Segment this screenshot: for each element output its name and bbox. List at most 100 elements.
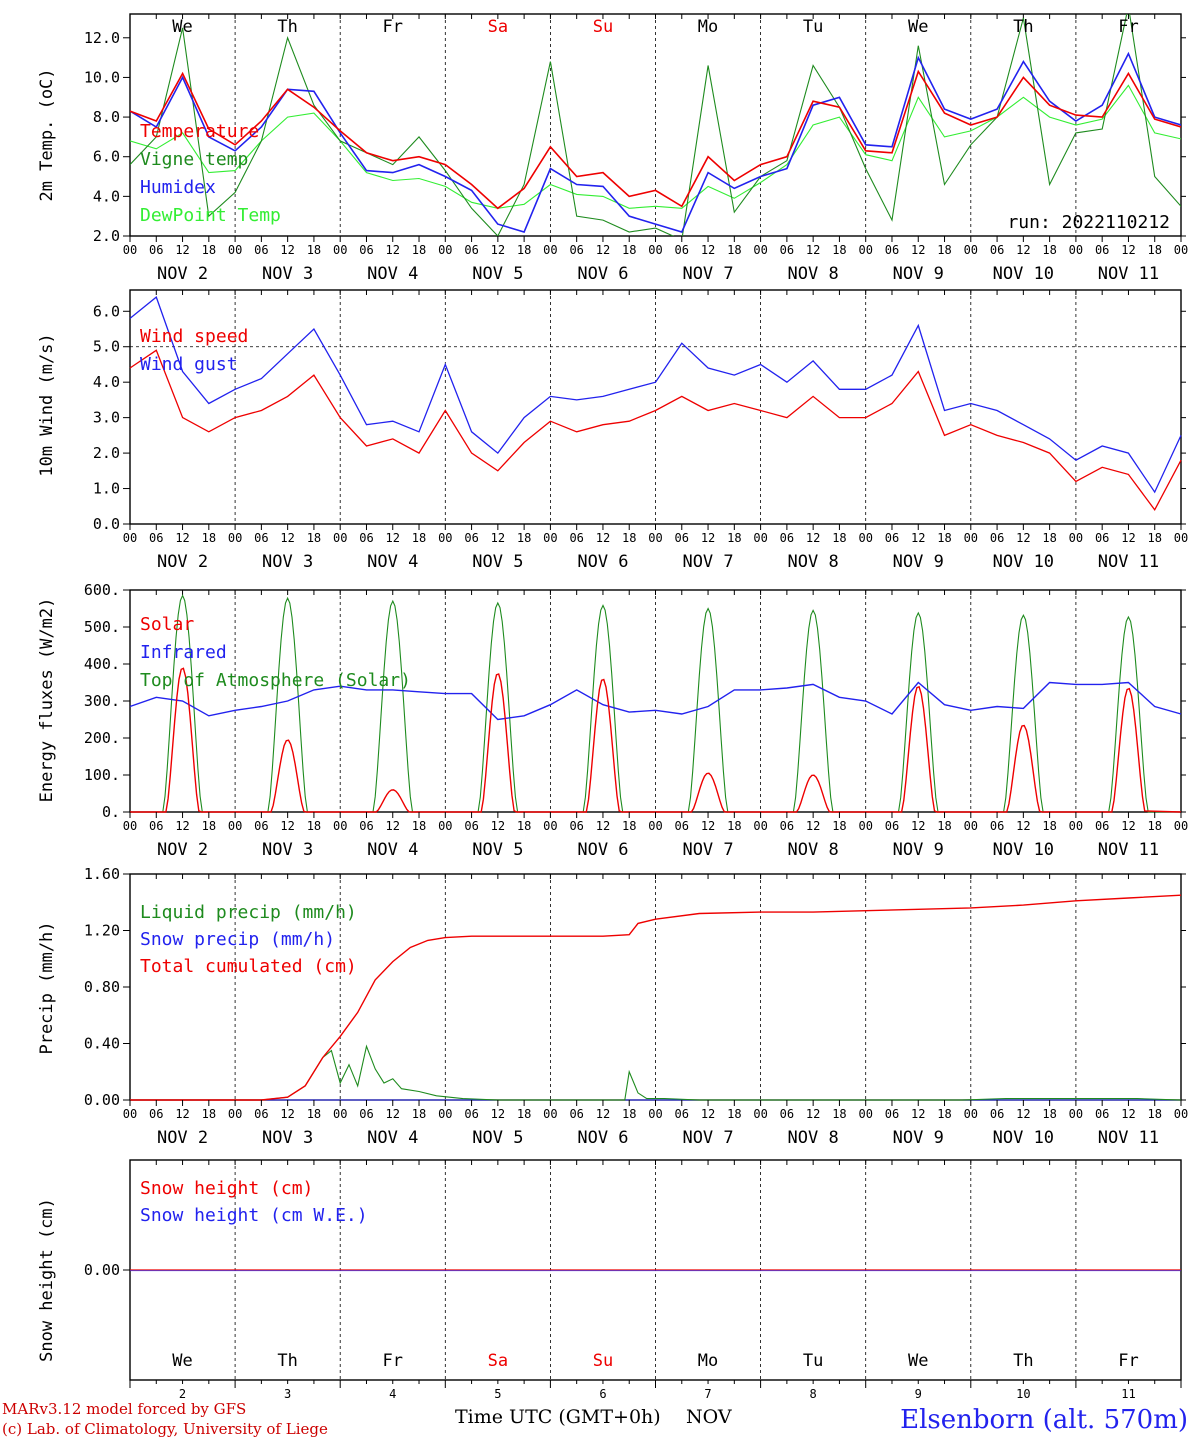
x-hour-label: 12 [175, 531, 189, 545]
y-tick-label: 0.0 [93, 515, 120, 533]
x-date-label: NOV 3 [262, 840, 313, 860]
x-hour-label: 18 [1147, 243, 1161, 257]
x-hour-label: 12 [1016, 243, 1030, 257]
x-hour-label: 00 [648, 531, 662, 545]
x-hour-label: 00 [858, 531, 872, 545]
x-hour-label: 18 [412, 531, 426, 545]
x-date-label: NOV 2 [157, 552, 208, 572]
x-hour-label: 06 [254, 1107, 268, 1121]
x-hour-label: 00 [1174, 819, 1188, 833]
x-hour-label: 00 [228, 243, 242, 257]
x-hour-label: 18 [1147, 531, 1161, 545]
y-axis-3: 0. 100. 200. 300. 400. 500. 600. Energy fluxes … [37, 581, 1186, 821]
x-hour-label: 00 [228, 1107, 242, 1121]
x-hour-label: 12 [596, 243, 610, 257]
x-hour-label: 12 [1016, 1107, 1030, 1121]
x-date-label: NOV 10 [993, 840, 1054, 860]
legend-entry: Infrared [140, 642, 227, 663]
x-date-label: NOV 6 [577, 552, 628, 572]
x-date-label: NOV 4 [367, 1128, 418, 1148]
series-line-solar [130, 667, 1182, 813]
x-hour-label: 06 [990, 1107, 1004, 1121]
x-hour-label: 00 [858, 1107, 872, 1121]
x-hour-label: 18 [517, 531, 531, 545]
series-line-infrared [129, 681, 1182, 721]
day-number-label: 9 [915, 1387, 922, 1401]
x-hour-label: 06 [675, 819, 689, 833]
x-date-label: NOV 7 [682, 552, 733, 572]
x-date-label: NOV 10 [993, 264, 1054, 284]
x-hour-label: 00 [1069, 1107, 1083, 1121]
series-line-temperature [130, 69, 1181, 210]
x-hour-label: 00 [648, 819, 662, 833]
x-hour-label: 12 [596, 531, 610, 545]
y-tick-label: 300. [84, 692, 120, 710]
y-tick-label: 0. [102, 803, 120, 821]
x-hour-label: 06 [149, 243, 163, 257]
x-hour-label: 00 [333, 243, 347, 257]
x-hour-label: 00 [438, 243, 452, 257]
day-number-label: 11 [1121, 1387, 1135, 1401]
day-name-label: We [908, 17, 928, 37]
x-date-label: NOV 8 [788, 1128, 839, 1148]
x-hour-label: 00 [964, 1107, 978, 1121]
x-hour-label: 00 [543, 819, 557, 833]
day-name-label: Sa [488, 1351, 508, 1371]
x-date-label: NOV 2 [157, 1128, 208, 1148]
x-hour-label: 12 [1121, 243, 1135, 257]
x-hour-label: 06 [885, 243, 899, 257]
day-name-label: Mo [698, 1351, 718, 1371]
x-hour-label: 06 [359, 1107, 373, 1121]
x-hour-label: 00 [753, 819, 767, 833]
x-hour-label: 00 [333, 531, 347, 545]
panel-frame-2 [129, 289, 1182, 525]
x-axis-dates-3: NOV 2 NOV 3 NOV 4 NOV 5 NOV 6 NOV 7 NOV 8 NOV 9… [157, 840, 1159, 860]
x-hour-label: 18 [937, 531, 951, 545]
x-axis-hours-3: 00 06 12 18 00 06 12 18 00 06 12 18 00 06 12 18 00 06 12 18… [123, 812, 1188, 833]
x-hour-label: 06 [1095, 1107, 1109, 1121]
x-hour-label: 18 [412, 1107, 426, 1121]
x-hour-label: 00 [858, 243, 872, 257]
x-hour-label: 06 [254, 819, 268, 833]
x-hour-label: 12 [701, 819, 715, 833]
series-line-liquid-precip-mm-h- [130, 1044, 1182, 1101]
x-hour-label: 06 [359, 243, 373, 257]
snow-series [130, 1269, 1181, 1272]
x-hour-label: 00 [964, 243, 978, 257]
x-hour-label: 12 [806, 531, 820, 545]
y-tick-label: 5.0 [93, 338, 120, 356]
x-date-label: NOV 5 [472, 840, 523, 860]
x-hour-label: 00 [1174, 1107, 1188, 1121]
legend-entry: Snow height (cm W.E.) [140, 1205, 368, 1226]
x-hour-label: 00 [753, 1107, 767, 1121]
legend-entry: Wind speed [140, 326, 248, 347]
x-hour-label: 06 [464, 531, 478, 545]
x-hour-label: 12 [701, 531, 715, 545]
precip-series [130, 894, 1182, 1101]
x-hour-label: 18 [517, 1107, 531, 1121]
x-hour-label: 12 [280, 531, 294, 545]
x-date-label: NOV 10 [993, 552, 1054, 572]
x-hour-label: 06 [569, 243, 583, 257]
x-hour-label: 00 [333, 1107, 347, 1121]
legend-entry: Wind gust [140, 354, 238, 375]
y-tick-label: 8.0 [93, 108, 120, 126]
x-hour-label: 18 [202, 243, 216, 257]
series-line-wind-gust [129, 296, 1182, 494]
x-hour-label: 12 [911, 1107, 925, 1121]
x-date-label: NOV 9 [893, 264, 944, 284]
bottom-day-numbers: 2 3 4 5 6 7 8 9 10 11 [129, 1380, 1182, 1401]
y-tick-label: 600. [84, 581, 120, 599]
x-hour-label: 18 [622, 819, 636, 833]
x-date-label: NOV 11 [1098, 1128, 1159, 1148]
x-hour-label: 06 [569, 819, 583, 833]
x-hour-label: 00 [123, 819, 137, 833]
x-hour-label: 06 [780, 243, 794, 257]
day-number-label: 5 [494, 1387, 501, 1401]
y-tick-label: 0.40 [84, 1035, 120, 1053]
x-hour-label: 12 [596, 819, 610, 833]
x-hour-label: 18 [1042, 531, 1056, 545]
x-hour-label: 12 [175, 1107, 189, 1121]
y-tick-label: 4.0 [93, 373, 120, 391]
day-name-label: Fr [1118, 17, 1138, 37]
